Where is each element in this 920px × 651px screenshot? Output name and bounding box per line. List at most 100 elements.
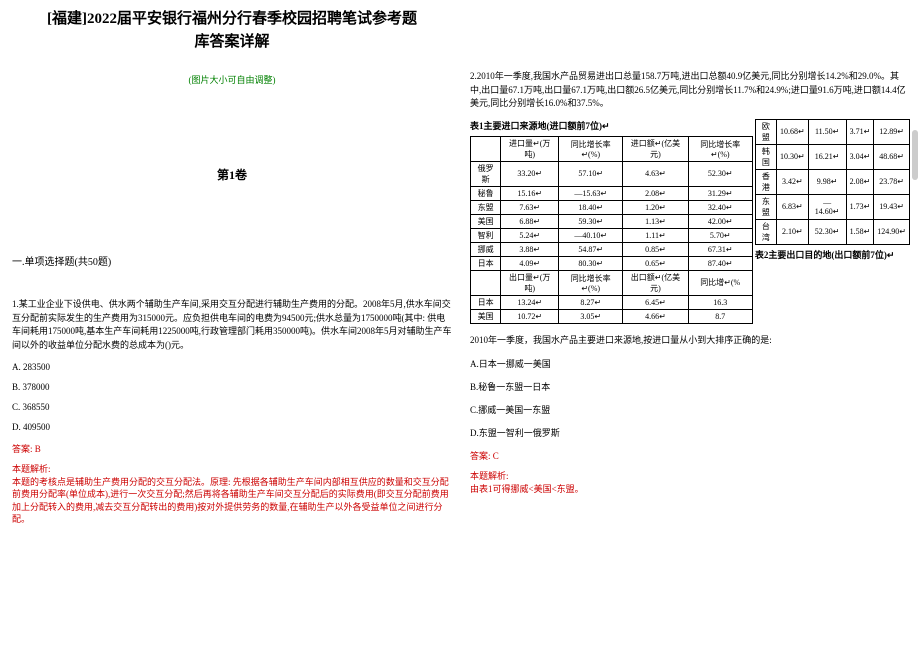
q1-answer: 答案: B	[12, 442, 452, 455]
q2-intro: 2.2010年一季度,我国水产品贸易进出口总量158.7万吨,进出口总额40.9…	[470, 70, 910, 111]
table-row: 香港3.42↵9.98↵2.08↵23.78↵	[755, 169, 909, 194]
table-cell: 59.30↵	[559, 214, 623, 228]
th	[471, 270, 501, 295]
table-cell: 8.7	[688, 309, 752, 323]
table-cell: 16.3	[688, 295, 752, 309]
table-cell: 6.45↵	[623, 295, 688, 309]
table-cell: 2.08↵	[846, 169, 874, 194]
q2-option-b: B.秘鲁一东盟一日本	[470, 380, 910, 393]
table-cell: 13.24↵	[501, 295, 559, 309]
table-row: 欧盟10.68↵11.50↵3.71↵12.89↵	[755, 119, 909, 144]
table-cell: 挪威	[471, 242, 501, 256]
table2-title: 表2主要出口目的地(出口额前7位)↵	[755, 248, 910, 261]
q2-analysis: 由表1可得挪威<美国<东盟。	[470, 483, 910, 496]
table-cell: 23.78↵	[874, 169, 910, 194]
table-cell: —14.60↵	[808, 194, 846, 219]
table-cell: 智利	[471, 228, 501, 242]
table-cell: 80.30↵	[559, 256, 623, 270]
table-row: 日本13.24↵8.27↵6.45↵16.3	[471, 295, 753, 309]
table-cell: 33.20↵	[501, 161, 559, 186]
table-row: 美国6.88↵59.30↵1.13↵42.00↵	[471, 214, 753, 228]
table-cell: 11.50↵	[808, 119, 846, 144]
question-type-heading: 一.单项选择题(共50题)	[12, 253, 452, 268]
table-cell: 32.40↵	[688, 200, 752, 214]
table-cell: 3.42↵	[777, 169, 809, 194]
table-cell: 2.08↵	[623, 186, 688, 200]
table-cell: 87.40↵	[688, 256, 752, 270]
q2-options: A.日本一挪威一美国 B.秘鲁一东盟一日本 C.挪威一美国一东盟 D.东盟一智利…	[470, 357, 910, 439]
table-cell: 16.21↵	[808, 144, 846, 169]
table-cell: 6.88↵	[501, 214, 559, 228]
th: 出口额↵(亿美元)	[623, 270, 688, 295]
th	[471, 136, 501, 161]
table-row: 东盟7.63↵18.40↵1.20↵32.40↵	[471, 200, 753, 214]
table-cell: 54.87↵	[559, 242, 623, 256]
table-cell: 1.73↵	[846, 194, 874, 219]
table-cell: 欧盟	[755, 119, 776, 144]
image-size-note: (图片大小可自由调整)	[12, 73, 452, 86]
table-cell: 秘鲁	[471, 186, 501, 200]
doc-title: [福建]2022届平安银行福州分行春季校园招聘笔试参考题 库答案详解	[12, 8, 452, 53]
table-cell: 1.58↵	[846, 219, 874, 244]
table-row: 秘鲁15.16↵—15.63↵2.08↵31.29↵	[471, 186, 753, 200]
table-row: 日本4.09↵80.30↵0.65↵87.40↵	[471, 256, 753, 270]
table-row: 韩国10.30↵16.21↵3.04↵48.68↵	[755, 144, 909, 169]
table-cell: 3.05↵	[559, 309, 623, 323]
table-cell: 台湾	[755, 219, 776, 244]
q1-option-b: B. 378000	[12, 382, 452, 392]
th: 同比增长率↵(%)	[688, 136, 752, 161]
table-cell: 0.85↵	[623, 242, 688, 256]
table-cell: 东盟	[471, 200, 501, 214]
table-cell: 1.13↵	[623, 214, 688, 228]
table-cell: 4.66↵	[623, 309, 688, 323]
q1-analysis-title: 本题解析:	[12, 463, 452, 476]
table-cell: 日本	[471, 256, 501, 270]
table-cell: 15.16↵	[501, 186, 559, 200]
table-cell: 8.27↵	[559, 295, 623, 309]
table-cell: 19.43↵	[874, 194, 910, 219]
table-cell: 美国	[471, 309, 501, 323]
table-cell: 5.70↵	[688, 228, 752, 242]
table-cell: 3.88↵	[501, 242, 559, 256]
q1-option-d: D. 409500	[12, 422, 452, 432]
table-cell: 1.20↵	[623, 200, 688, 214]
table-row: 俄罗斯33.20↵57.10↵4.63↵52.30↵	[471, 161, 753, 186]
table-cell: 3.71↵	[846, 119, 874, 144]
table-cell: 67.31↵	[688, 242, 752, 256]
table-cell: 10.30↵	[777, 144, 809, 169]
table-cell: 俄罗斯	[471, 161, 501, 186]
th: 进口额↵(亿美元)	[623, 136, 688, 161]
table-cell: 124.90↵	[874, 219, 910, 244]
th: 同比增长率↵(%)	[559, 270, 623, 295]
q2-option-c: C.挪威一美国一东盟	[470, 403, 910, 416]
table-cell: 10.68↵	[777, 119, 809, 144]
title-line1: [福建]2022届平安银行福州分行春季校园招聘笔试参考题	[12, 8, 452, 31]
table-cell: 42.00↵	[688, 214, 752, 228]
table-cell: 1.11↵	[623, 228, 688, 242]
title-line2: 库答案详解	[12, 31, 452, 54]
q1-analysis: 本题的考核点是辅助生产费用分配的交互分配法。原理: 先根据各辅助生产车间内部相互…	[12, 476, 452, 526]
table-row: 东盟6.83↵—14.60↵1.73↵19.43↵	[755, 194, 909, 219]
table-cell: 31.29↵	[688, 186, 752, 200]
table-cell: 日本	[471, 295, 501, 309]
table-cell: 4.63↵	[623, 161, 688, 186]
th: 同比增长率↵(%)	[559, 136, 623, 161]
table-cell: 10.72↵	[501, 309, 559, 323]
table-row: 挪威3.88↵54.87↵0.85↵67.31↵	[471, 242, 753, 256]
table-cell: 5.24↵	[501, 228, 559, 242]
table-header-row: 进口量↵(万吨) 同比增长率↵(%) 进口额↵(亿美元) 同比增长率↵(%)	[471, 136, 753, 161]
import-table: 进口量↵(万吨) 同比增长率↵(%) 进口额↵(亿美元) 同比增长率↵(%) 俄…	[470, 136, 753, 324]
th: 进口量↵(万吨)	[501, 136, 559, 161]
th: 出口量↵(万吨)	[501, 270, 559, 295]
q1-options: A. 283500 B. 378000 C. 368550 D. 409500	[12, 362, 452, 432]
q1-option-c: C. 368550	[12, 402, 452, 412]
table-cell: —15.63↵	[559, 186, 623, 200]
table-cell: 12.89↵	[874, 119, 910, 144]
table-row: 台湾2.10↵52.30↵1.58↵124.90↵	[755, 219, 909, 244]
table-cell: 东盟	[755, 194, 776, 219]
table-row: 美国10.72↵3.05↵4.66↵8.7	[471, 309, 753, 323]
scrollbar-thumb[interactable]	[912, 130, 918, 180]
q2-answer: 答案: C	[470, 449, 910, 462]
table-subheader-row: 出口量↵(万吨) 同比增长率↵(%) 出口额↵(亿美元) 同比增↵(%	[471, 270, 753, 295]
table-cell: 3.04↵	[846, 144, 874, 169]
